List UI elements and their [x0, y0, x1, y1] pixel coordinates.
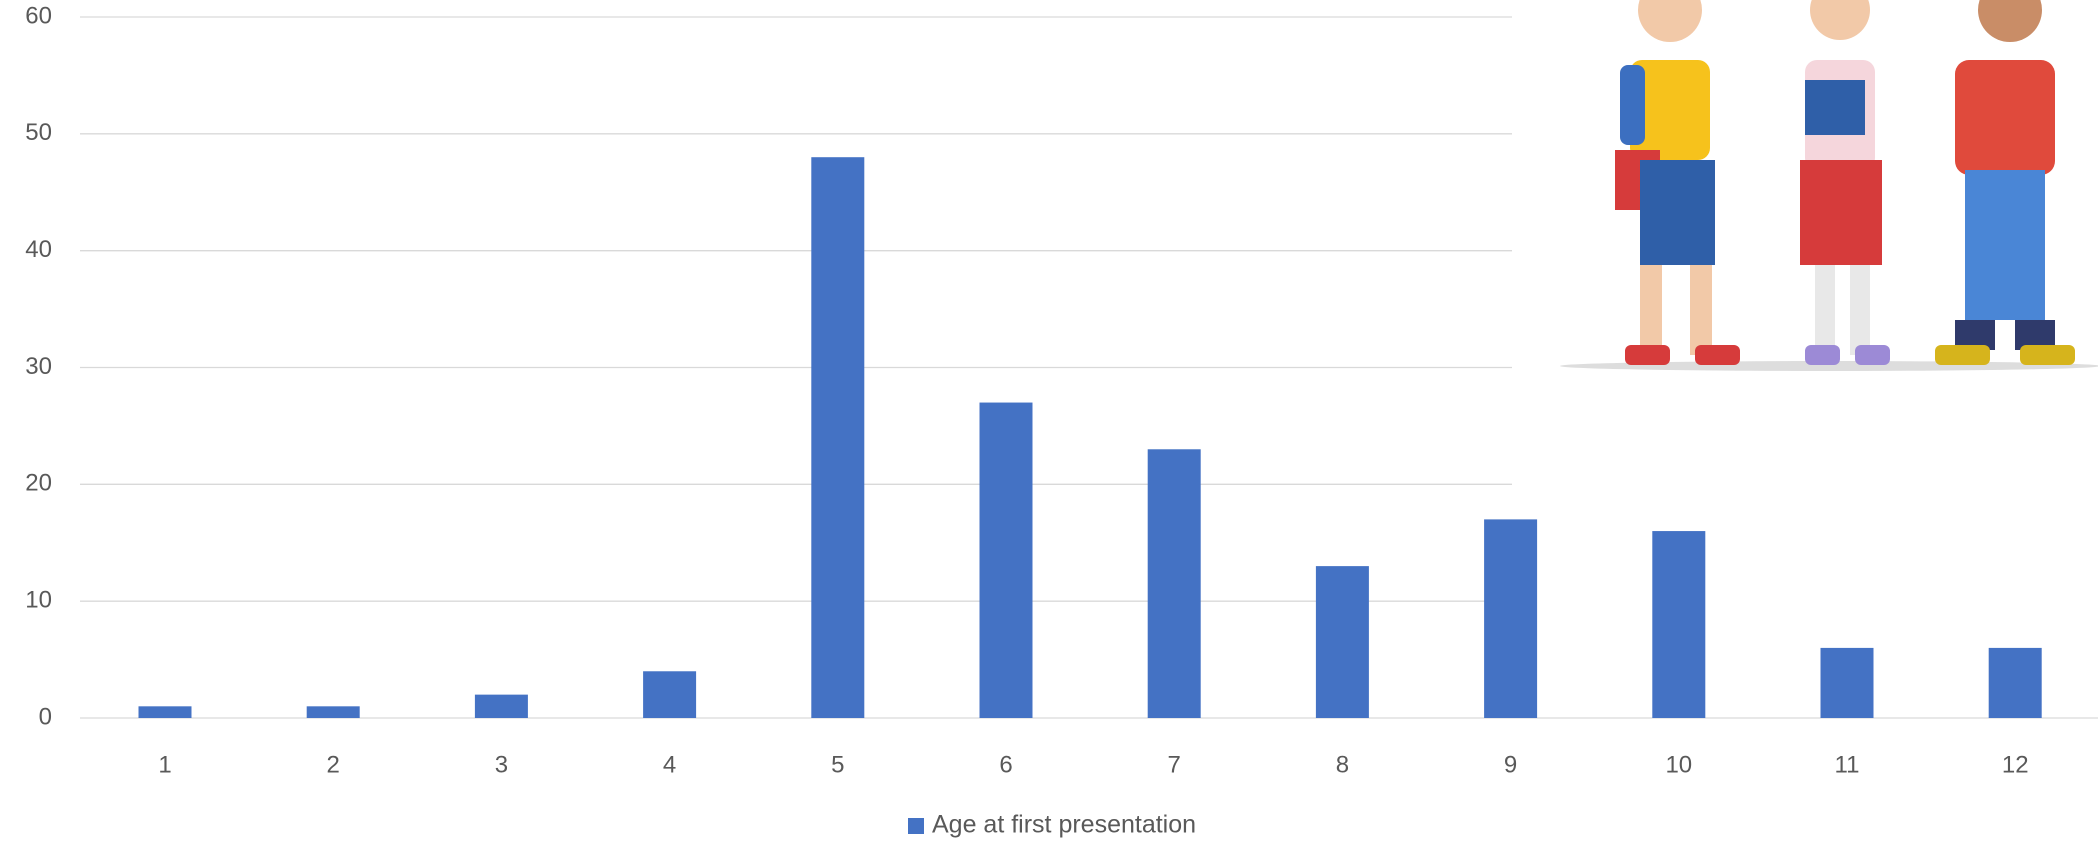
- bar: [811, 157, 865, 718]
- bar: [1820, 647, 1874, 718]
- x-tick-label: 4: [663, 751, 676, 778]
- bar: [1988, 647, 2042, 718]
- bar: [643, 671, 697, 718]
- bar: [1315, 566, 1369, 718]
- legend: Age at first presentation: [908, 811, 1196, 839]
- illustration: [1560, 0, 2098, 380]
- x-tick-label: 10: [1665, 751, 1692, 778]
- y-tick-label: 60: [25, 2, 52, 29]
- bar: [979, 402, 1033, 718]
- y-tick-label: 0: [39, 703, 52, 730]
- y-tick-label: 40: [25, 236, 52, 263]
- legend-label: Age at first presentation: [932, 811, 1196, 839]
- x-tick-label: 5: [831, 751, 844, 778]
- bar: [474, 694, 528, 718]
- x-tick-label: 6: [999, 751, 1012, 778]
- x-tick-label: 11: [1835, 751, 1860, 778]
- x-tick-label: 8: [1336, 751, 1349, 778]
- x-tick-label: 1: [158, 751, 171, 778]
- y-tick-label: 30: [25, 353, 52, 380]
- y-tick-label: 10: [25, 587, 52, 614]
- bar: [1147, 449, 1201, 718]
- x-tick-label: 9: [1504, 751, 1517, 778]
- x-tick-label: 2: [327, 751, 340, 778]
- y-tick-label: 20: [25, 470, 52, 497]
- x-tick-label: 7: [1168, 751, 1181, 778]
- x-tick-label: 12: [2002, 751, 2029, 778]
- legend-swatch: [908, 818, 924, 834]
- bar: [1652, 531, 1706, 718]
- bar: [306, 706, 360, 718]
- bar: [1484, 519, 1538, 718]
- x-tick-label: 3: [495, 751, 508, 778]
- bar: [138, 706, 192, 718]
- y-tick-label: 50: [25, 119, 52, 146]
